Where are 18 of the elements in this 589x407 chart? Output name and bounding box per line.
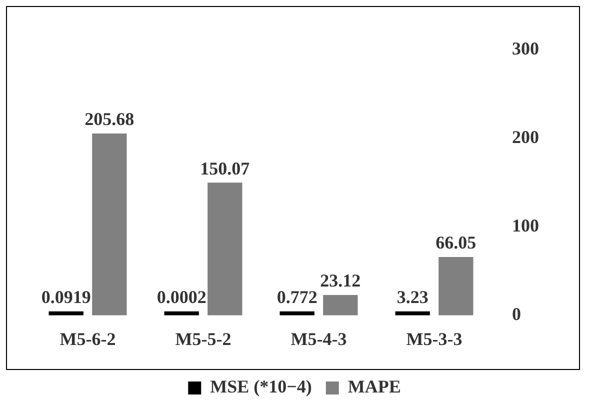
data-label: 66.05	[436, 232, 476, 253]
y-tick-label: 100	[512, 216, 539, 236]
data-label: 150.07	[200, 158, 250, 178]
x-tick-label: M5-3-3	[406, 328, 462, 349]
x-tick-label: M5-4-3	[290, 328, 347, 349]
data-label: 0.772	[276, 287, 318, 308]
data-label: 0.0002	[156, 287, 206, 308]
data-label: 23.12	[320, 270, 361, 291]
y-tick-label: 300	[512, 38, 539, 59]
x-tick-label: M5-5-2	[175, 328, 232, 349]
legend-label: MSE (*10−4)	[210, 376, 312, 397]
legend-label: MAPE	[348, 376, 401, 397]
data-label: 205.68	[84, 109, 134, 130]
x-tick-label: M5-6-2	[60, 328, 116, 349]
y-tick-label: 200	[512, 127, 539, 148]
y-tick-label: 0	[512, 304, 521, 324]
data-label: 0.0919	[41, 287, 91, 308]
data-label: 3.23	[396, 287, 428, 308]
